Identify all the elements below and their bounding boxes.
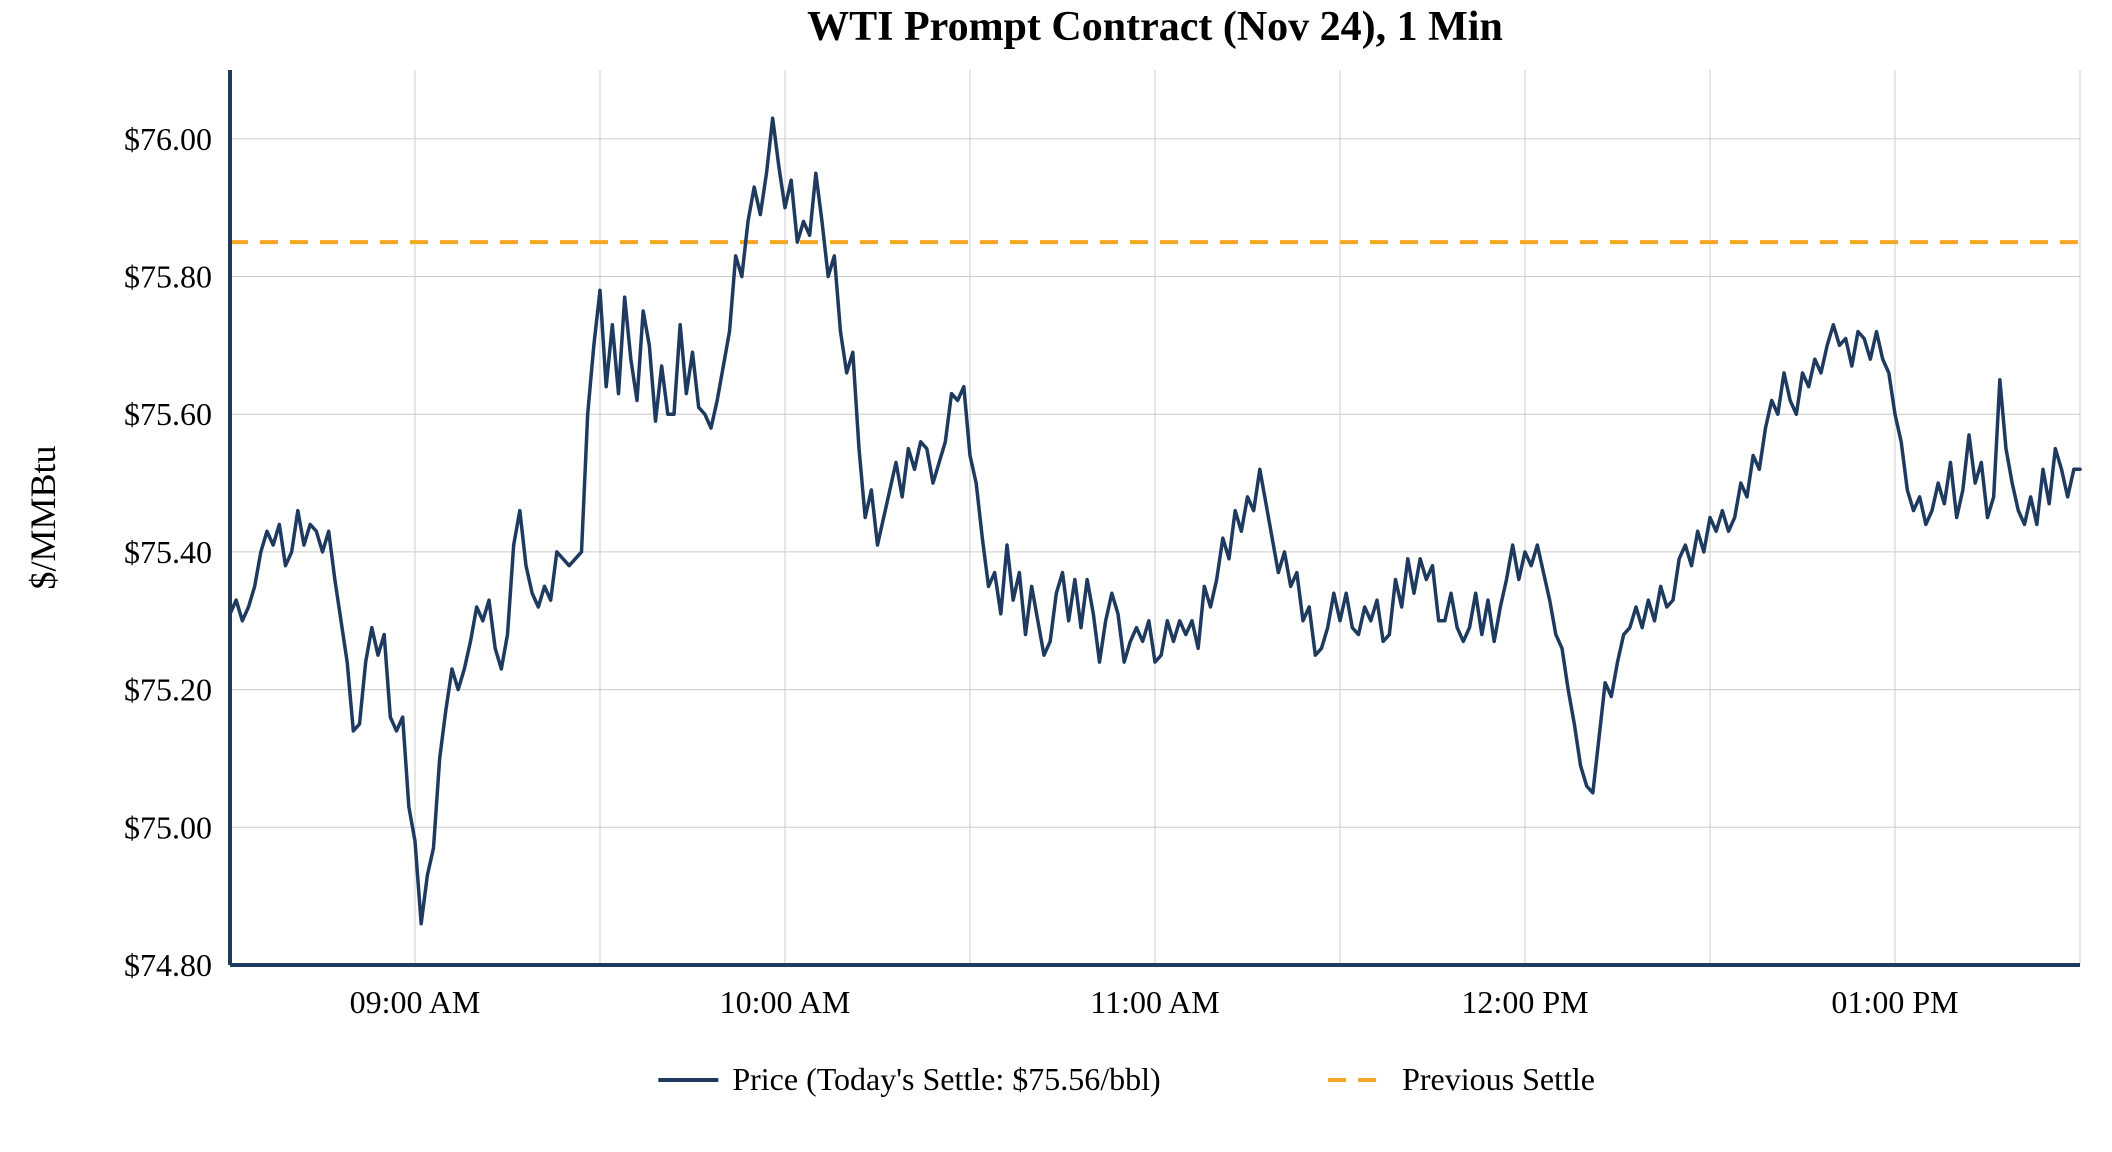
legend-label: Price (Today's Settle: $75.56/bbl) [732,1061,1160,1097]
x-tick-label: 12:00 PM [1461,984,1588,1020]
y-tick-label: $75.80 [124,259,212,295]
y-tick-label: $76.00 [124,121,212,157]
legend-label: Previous Settle [1402,1061,1595,1097]
chart-svg: $74.80 $75.00 $75.20 $75.40 $75.60 $75.80 $76.… [0,0,2112,1152]
chart-title: WTI Prompt Contract (Nov 24), 1 Min [807,4,1503,50]
y-tick-label: $75.00 [124,809,212,845]
x-tick-label: 09:00 AM [350,984,481,1020]
y-tick-label: $75.60 [124,396,212,432]
y-tick-label: $75.40 [124,534,212,570]
x-tick-label: 01:00 PM [1831,984,1958,1020]
x-tick-label: 11:00 AM [1090,984,1220,1020]
y-tick-label: $75.20 [124,672,212,708]
y-axis-label: $/MMBtu [23,445,63,589]
y-tick-label: $74.80 [124,947,212,983]
chart-container: $74.80 $75.00 $75.20 $75.40 $75.60 $75.80 $76.… [0,0,2112,1152]
x-tick-label: 10:00 AM [720,984,851,1020]
